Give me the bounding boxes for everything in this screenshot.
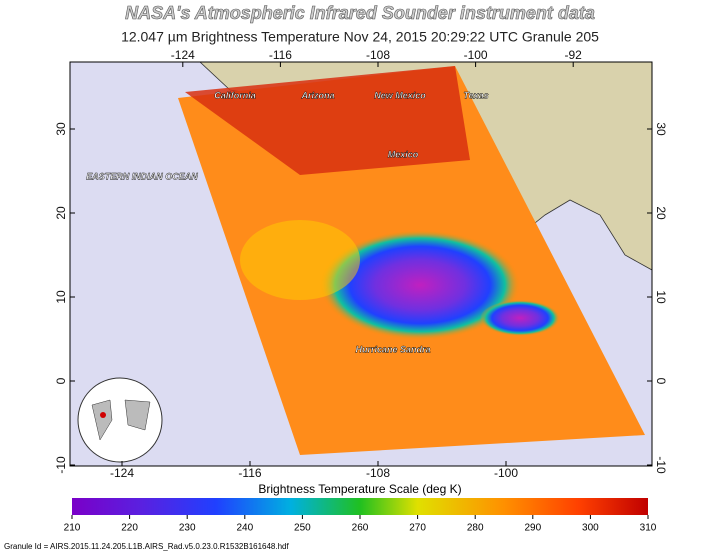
colorbar-tick-label: 240 bbox=[236, 523, 253, 534]
lon-tick-label: -108 bbox=[366, 48, 390, 62]
lat-tick-label: 20 bbox=[654, 206, 668, 220]
colorbar-tick-label: 300 bbox=[582, 523, 599, 534]
inset-land bbox=[91, 399, 151, 441]
lat-tick-label: 10 bbox=[54, 290, 68, 304]
place-label: Hurricane Sandra bbox=[355, 344, 430, 354]
colorbar-tick-label: 220 bbox=[121, 523, 138, 534]
lon-tick-label: -100 bbox=[494, 466, 518, 480]
lon-tick-label: -100 bbox=[464, 48, 488, 62]
lon-tick-label: -92 bbox=[565, 48, 583, 62]
lon-tick-label: -124 bbox=[171, 48, 195, 62]
lat-tick-label: 30 bbox=[54, 122, 68, 136]
lat-tick-label: -10 bbox=[654, 456, 668, 474]
subtitle: 12.047 µm Brightness Temperature Nov 24,… bbox=[121, 29, 599, 45]
colorbar-tick-label: 250 bbox=[294, 523, 311, 534]
place-label: Texas bbox=[463, 90, 488, 100]
globe-inset bbox=[77, 377, 163, 463]
lat-tick-label: 0 bbox=[54, 377, 68, 384]
lon-tick-label: -116 bbox=[269, 48, 292, 62]
lat-tick-label: 20 bbox=[54, 206, 68, 220]
colorbar bbox=[72, 498, 648, 515]
inset-marker bbox=[100, 412, 106, 418]
colorbar-tick-label: 310 bbox=[640, 523, 657, 534]
colorbar-tick-label: 270 bbox=[409, 523, 426, 534]
warm-region bbox=[185, 66, 470, 175]
lat-tick-label: 30 bbox=[654, 122, 668, 136]
map bbox=[70, 62, 652, 466]
lon-tick-label: -116 bbox=[238, 466, 261, 480]
colorbar-tick-label: 230 bbox=[179, 523, 196, 534]
footer: Granule Id = AIRS.2015.11.24.205.L1B.AIR… bbox=[4, 542, 290, 551]
lat-tick-label: -10 bbox=[54, 456, 68, 474]
colorbar-tick-label: 210 bbox=[64, 523, 81, 534]
lon-tick-label: -124 bbox=[110, 466, 134, 480]
colorbar-tick-label: 280 bbox=[467, 523, 484, 534]
colorbar-tick-label: 290 bbox=[524, 523, 541, 534]
place-label: New Mexico bbox=[374, 90, 426, 100]
place-label: California bbox=[214, 90, 256, 100]
map-frame bbox=[69, 61, 653, 467]
hurricane bbox=[320, 230, 520, 340]
place-label: Arizona bbox=[300, 90, 334, 100]
place-label: Mexico bbox=[388, 149, 419, 159]
place-label: EASTERN INDIAN OCEAN bbox=[86, 171, 198, 181]
colorbar-title: Brightness Temperature Scale (deg K) bbox=[258, 482, 461, 496]
lat-tick-label: 0 bbox=[654, 378, 668, 385]
lat-tick-label: 10 bbox=[654, 290, 668, 304]
colorbar-tick-label: 260 bbox=[352, 523, 369, 534]
lon-tick-label: -108 bbox=[366, 466, 390, 480]
cloud bbox=[480, 300, 560, 336]
cloud bbox=[240, 220, 360, 300]
title: NASA's Atmospheric Infrared Sounder inst… bbox=[125, 3, 595, 23]
